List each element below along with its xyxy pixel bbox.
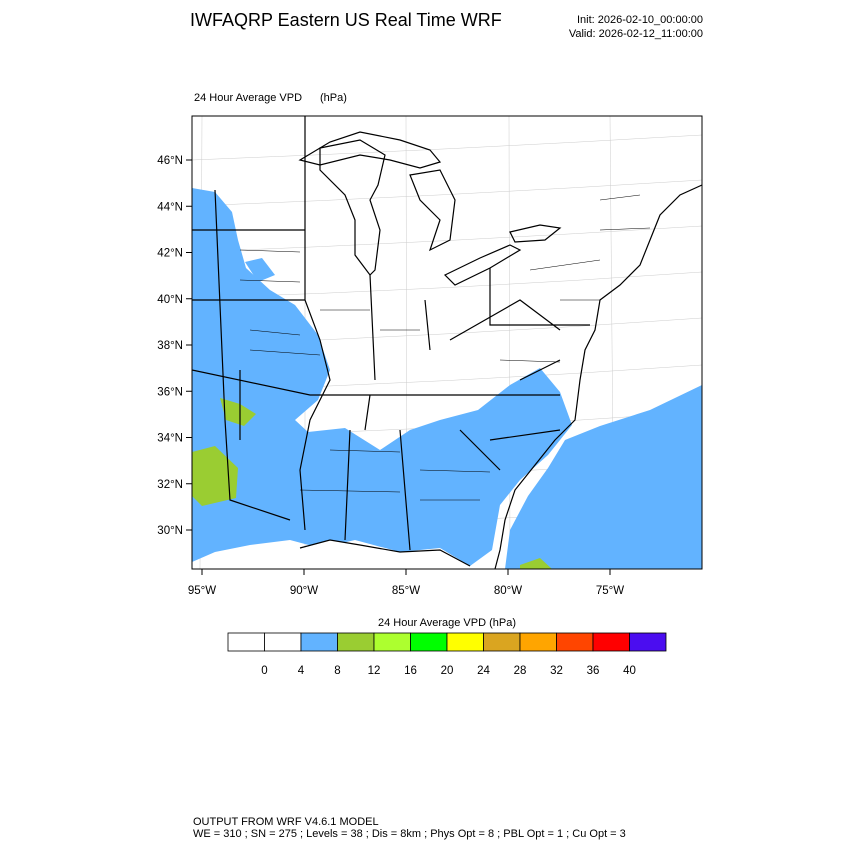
lat-label: 30°N	[157, 525, 183, 537]
colorbar: 0 4 8 12 16 20 24 28 32 36 40	[227, 632, 667, 677]
colorbar-box	[227, 632, 265, 652]
init-time: Init: 2026-02-10_00:00:00	[577, 14, 703, 26]
lat-label: 42°N	[157, 248, 183, 260]
colorbar-box	[300, 632, 338, 652]
lake-michigan	[319, 139, 386, 276]
valid-time: Valid: 2026-02-12_11:00:00	[569, 28, 703, 40]
colorbar-label: 12	[368, 665, 381, 677]
lon-label: 80°W	[494, 585, 522, 597]
lake-erie	[443, 244, 522, 286]
longitude-labels: 95°W 90°W 85°W 80°W 75°W	[188, 569, 624, 597]
map-frame	[191, 115, 703, 570]
field-label: 24 Hour Average VPD	[194, 92, 302, 104]
colorbar-label: 20	[441, 665, 454, 677]
colorbar-box	[483, 632, 521, 652]
lon-label: 85°W	[392, 585, 420, 597]
lat-label: 40°N	[157, 294, 183, 306]
colorbar-label: 16	[404, 665, 417, 677]
lake-huron	[409, 169, 456, 252]
colorbar-title: 24 Hour Average VPD (hPa)	[378, 617, 516, 629]
map: 46°N 44°N 42°N 40°N 38°N 36°N 34°N 32°N 30°N 95°…	[157, 115, 703, 597]
lat-label: 38°N	[157, 340, 183, 352]
lat-label: 46°N	[157, 155, 183, 167]
vpd-shading	[220, 398, 256, 426]
lat-label: 32°N	[157, 479, 183, 491]
county-lines	[239, 194, 651, 501]
colorbar-label: 28	[514, 665, 527, 677]
vpd-shading	[192, 446, 238, 506]
footer-line: WE = 310 ; SN = 275 ; Levels = 38 ; Dis …	[193, 828, 626, 840]
colorbar-box	[629, 632, 667, 652]
colorbar-box	[410, 632, 448, 652]
vpd-shading	[520, 558, 552, 569]
lon-label: 90°W	[290, 585, 318, 597]
colorbar-label: 24	[477, 665, 490, 677]
lat-label: 34°N	[157, 433, 183, 445]
colorbar-box	[337, 632, 375, 652]
colorbar-box	[556, 632, 594, 652]
colorbar-box	[592, 632, 630, 652]
lon-label: 95°W	[188, 585, 216, 597]
colorbar-label: 40	[623, 665, 636, 677]
gulf	[300, 540, 470, 569]
colorbar-label: 0	[261, 665, 267, 677]
footer-line: OUTPUT FROM WRF V4.6.1 MODEL	[193, 816, 379, 828]
atlantic-coast	[494, 184, 702, 569]
lat-label: 36°N	[157, 386, 183, 398]
colorbar-box	[264, 632, 302, 652]
title: IWFAQRP Eastern US Real Time WRF	[190, 10, 502, 30]
field-units: (hPa)	[320, 92, 347, 104]
lake-ontario	[509, 224, 562, 243]
colorbar-box	[373, 632, 411, 652]
lon-label: 75°W	[596, 585, 624, 597]
colorbar-label: 32	[550, 665, 563, 677]
colorbar-label: 4	[298, 665, 305, 677]
lake-superior	[298, 131, 442, 169]
colorbar-label: 36	[587, 665, 600, 677]
vpd-shading-ocean	[505, 385, 702, 569]
state-borders	[192, 116, 590, 551]
vpd-shading	[245, 258, 275, 282]
latitude-labels: 46°N 44°N 42°N 40°N 38°N 36°N 34°N 32°N 30°N	[157, 155, 192, 537]
colorbar-label: 8	[334, 665, 340, 677]
lat-label: 44°N	[157, 201, 183, 213]
colorbar-box	[519, 632, 557, 652]
colorbar-box	[446, 632, 484, 652]
gulf-coast	[299, 539, 471, 567]
